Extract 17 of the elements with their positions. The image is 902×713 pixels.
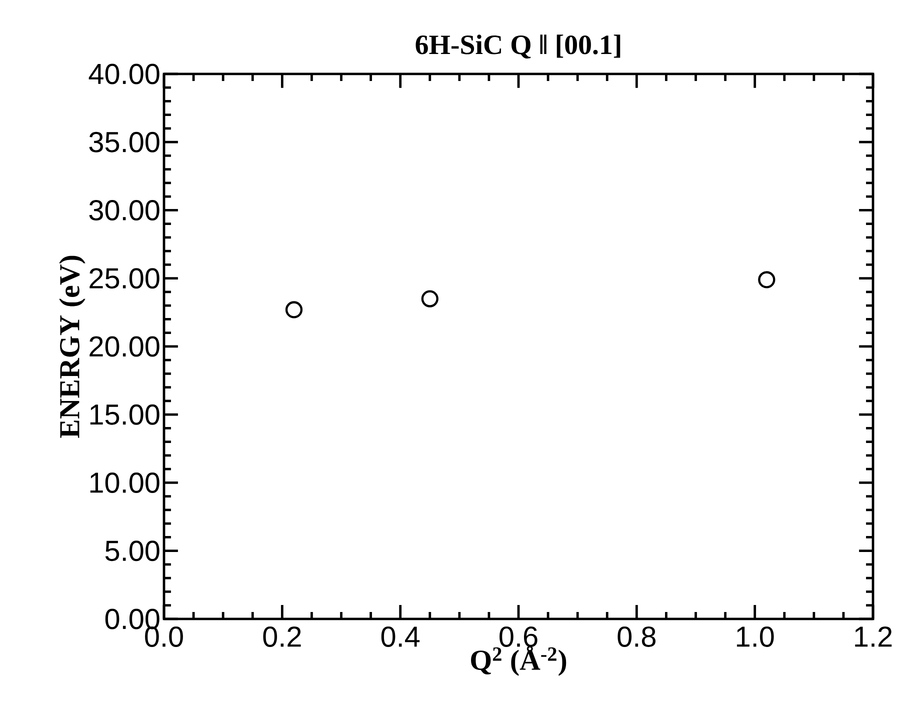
x-tick-label: 0.8 [618,626,656,647]
x-tick-label: 1.2 [855,626,892,647]
y-tick-label: 20.00 [90,336,160,357]
y-tick-label: 15.00 [90,404,160,425]
chart-title: 6H-SiC Q ‖ [00.1] [416,34,620,59]
x-axis-title: Q$^{2}$ (Å$^{-2}$) [471,646,566,676]
x-tick-label: 0.2 [263,626,301,647]
y-tick-label: 30.00 [89,200,160,220]
y-tick-label: 25.00 [90,268,160,289]
y-tick-label: 5.00 [105,540,160,562]
y-tick-label: 40.00 [88,64,160,84]
y-tick-label: 10.00 [90,472,160,493]
x-tick-label: 0.6 [500,626,538,647]
x-tick-label: 1.0 [736,626,774,647]
y-axis-title: ENERGY (eV) [59,256,86,438]
y-tick-label: 35.00 [89,132,160,152]
x-tick-label: 0.4 [381,626,420,647]
